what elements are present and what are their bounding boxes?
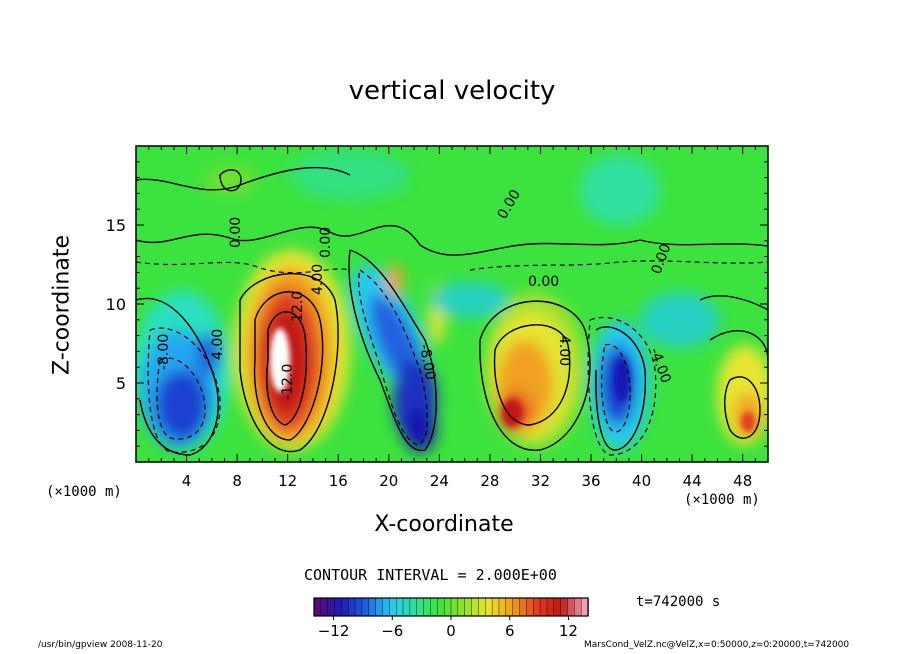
time-label: t=742000 s	[636, 594, 721, 610]
colorbar-cell	[416, 597, 425, 617]
colorbar-tick-label: −12	[318, 622, 350, 640]
colorbar-cell	[382, 597, 391, 617]
colorbar-cell	[533, 597, 541, 617]
contour-label: -12.0	[280, 364, 296, 400]
contour-label: 4.00	[556, 335, 572, 366]
colorbar-cell	[437, 597, 445, 617]
contour-label: 4.00	[310, 264, 326, 295]
colorbar-cell	[348, 597, 356, 617]
colorbar-cell	[361, 597, 370, 617]
colorbar-tick-label: 12	[559, 622, 578, 640]
colorbar-cell	[443, 597, 452, 617]
colorbar-cell	[491, 597, 500, 617]
x-tick-label: 8	[232, 472, 242, 490]
colorbar-cell	[526, 597, 534, 617]
colorbar-cell	[471, 597, 480, 617]
colorbar-tick-label: −6	[381, 622, 403, 640]
contour-label: -8.00	[156, 334, 172, 370]
x-tick-label: 36	[581, 472, 600, 490]
x-tick-label: 32	[531, 472, 550, 490]
contour-label: 12.0	[290, 291, 306, 322]
contour-label: 0.00	[528, 274, 559, 290]
colorbar-cell	[574, 597, 582, 617]
colorbar-cell	[430, 597, 439, 617]
x-tick-label: 40	[632, 472, 651, 490]
colorbar-cell	[313, 597, 322, 617]
colorbar-cell	[368, 597, 377, 617]
colorbar-tick-label: 0	[446, 622, 456, 640]
y-tick-label: 10	[106, 295, 126, 314]
y-axis: 5 10 15	[106, 161, 768, 447]
colorbar-cell	[478, 597, 486, 617]
x-tick-label: 44	[683, 472, 702, 490]
contour-label: 0.00	[228, 217, 244, 248]
colorbar-cell	[396, 597, 404, 617]
colorbar-cell	[553, 597, 562, 617]
colorbar-cell	[375, 597, 384, 617]
x-tick-label: 48	[733, 472, 752, 490]
y-tick-label: 15	[106, 216, 126, 235]
x-tick-label: 12	[278, 472, 297, 490]
colorbar-cell	[519, 597, 528, 617]
y-axis-label: Z-coordinate	[49, 235, 75, 375]
colorbar-cell	[546, 597, 555, 617]
colorbar-cell	[512, 597, 521, 617]
x-unit-label-left: (×1000 m)	[46, 484, 122, 500]
contour-interval: CONTOUR INTERVAL = 2.000E+00	[304, 566, 557, 584]
colorbar: −12 −6 0 6 12	[313, 597, 589, 640]
x-axis: 4 8 12 16 20 24 28 32 36 40 44 48	[148, 146, 756, 490]
colorbar-cell	[457, 597, 466, 617]
colorbar-cell	[402, 597, 411, 617]
colorbar-cell	[341, 597, 349, 617]
contour-lines	[136, 166, 768, 456]
chart-title: vertical velocity	[348, 76, 556, 106]
x-tick-label: 20	[379, 472, 398, 490]
colorbar-tick-label: 6	[505, 622, 515, 640]
colorbar-cell	[485, 597, 493, 617]
colorbar-cell	[464, 597, 473, 617]
colorbar-cell	[320, 597, 329, 617]
colorbar-cell	[580, 597, 589, 617]
colorbar-cell	[327, 597, 336, 617]
x-tick-label: 28	[480, 472, 499, 490]
colorbar-cell	[505, 597, 514, 617]
colorbar-cell	[334, 597, 343, 617]
contour-label: -8.00	[416, 343, 438, 381]
colorbar-cell	[409, 597, 418, 617]
colorbar-cell	[498, 597, 507, 617]
x-axis-label: X-coordinate	[374, 512, 514, 537]
colorbar-cell	[450, 597, 459, 617]
colorbar-cell	[560, 597, 569, 617]
contour-label: 4.00	[210, 329, 226, 360]
colorbar-cell	[567, 597, 576, 617]
contour-label: 0.00	[318, 227, 334, 258]
x-unit-label-right: (×1000 m)	[684, 492, 760, 508]
contour-lines-negative	[136, 260, 768, 456]
colorbar-cell	[423, 597, 432, 617]
x-tick-label: 24	[430, 472, 449, 490]
footer-right: MarsCond_VelZ.nc@VelZ,x=0:50000,z=0:2000…	[584, 640, 850, 650]
colorbar-cell	[539, 597, 548, 617]
colorbar-cell	[354, 597, 363, 617]
x-tick-label: 16	[329, 472, 348, 490]
y-tick-label: 5	[116, 374, 126, 393]
velocity-field	[136, 146, 768, 462]
footer-left: /usr/bin/gpview 2008-11-20	[38, 640, 163, 650]
x-tick-label: 4	[182, 472, 192, 490]
colorbar-cell	[389, 597, 397, 617]
